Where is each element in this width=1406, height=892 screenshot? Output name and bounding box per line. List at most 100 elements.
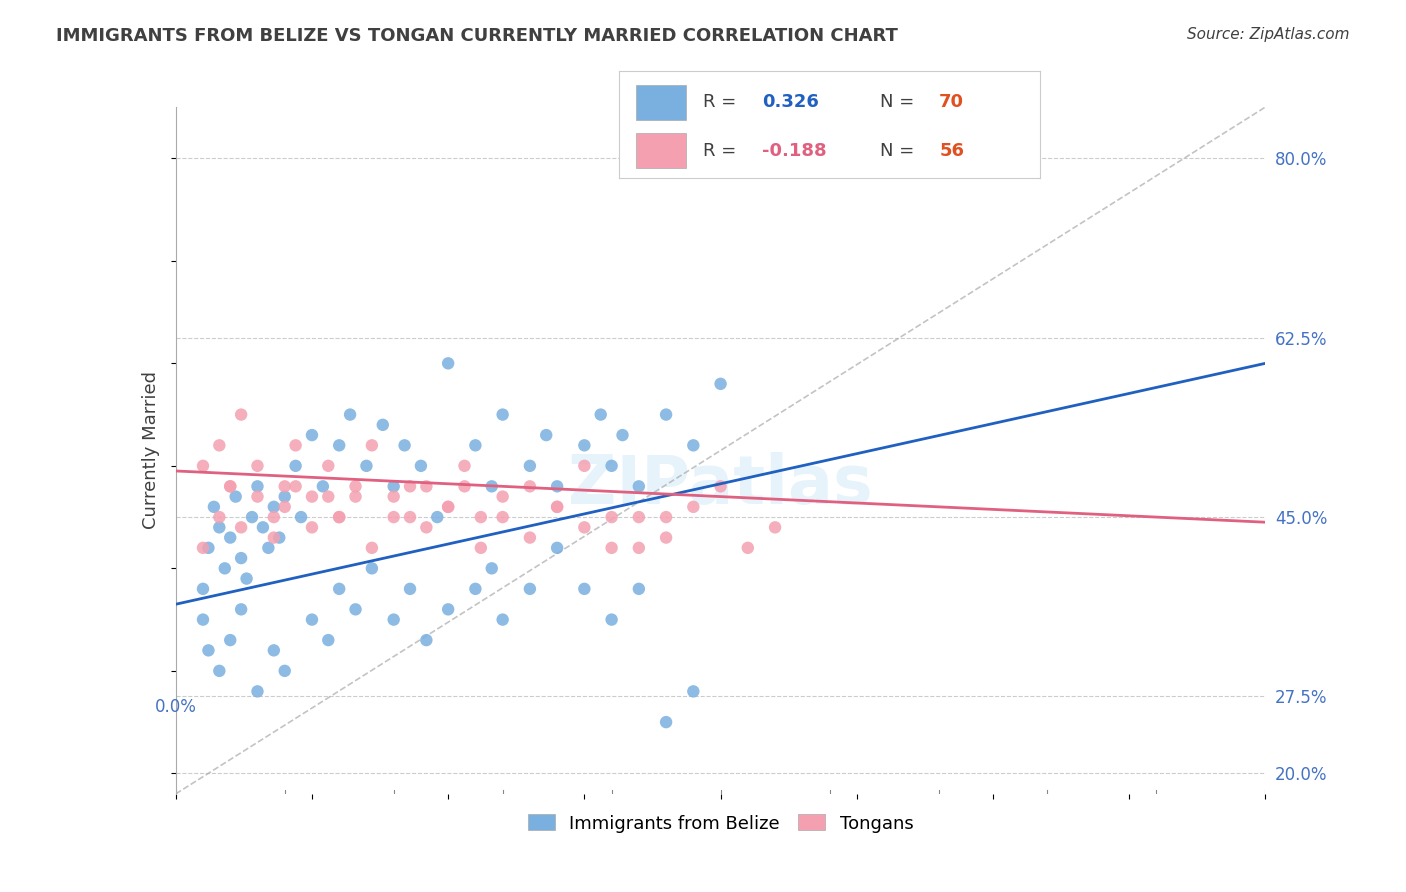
Point (208, 664, 231, 678)
Point (627, 541, 650, 555)
Text: R =: R = (703, 142, 742, 160)
Point (231, 551, 253, 566)
Point (453, 458, 475, 473)
Point (360, 561, 382, 575)
Point (263, 510, 285, 524)
Point (589, 408, 612, 422)
Point (682, 438, 704, 452)
Text: N =: N = (880, 142, 920, 160)
Point (437, 500, 460, 514)
Point (394, 438, 416, 452)
Text: IMMIGRANTS FROM BELIZE VS TONGAN CURRENTLY MARRIED CORRELATION CHART: IMMIGRANTS FROM BELIZE VS TONGAN CURRENT… (56, 27, 898, 45)
Point (437, 356, 460, 370)
Point (191, 541, 214, 555)
Point (219, 479, 242, 493)
Point (263, 500, 285, 514)
Point (682, 684, 704, 698)
Point (627, 510, 650, 524)
Point (344, 602, 367, 616)
Point (356, 458, 378, 473)
Point (301, 613, 323, 627)
Point (225, 490, 247, 504)
Point (290, 510, 312, 524)
Point (453, 479, 475, 493)
Point (627, 582, 650, 596)
Point (191, 582, 214, 596)
Point (344, 479, 367, 493)
Point (208, 510, 231, 524)
Point (655, 531, 678, 545)
Point (284, 438, 307, 452)
Point (437, 602, 460, 616)
Point (470, 510, 492, 524)
Point (519, 582, 541, 596)
Point (214, 561, 236, 575)
Point (682, 500, 704, 514)
Point (231, 520, 253, 534)
Point (235, 572, 257, 586)
Text: 0.0%: 0.0% (155, 698, 197, 715)
Point (301, 428, 323, 442)
Point (492, 490, 515, 504)
Point (274, 664, 297, 678)
Point (318, 633, 340, 648)
Point (284, 458, 307, 473)
Legend: Immigrants from Belize, Tongans: Immigrants from Belize, Tongans (520, 807, 921, 839)
Point (263, 531, 285, 545)
Point (574, 438, 596, 452)
Point (191, 458, 214, 473)
Point (737, 541, 759, 555)
Point (600, 458, 623, 473)
Point (519, 479, 541, 493)
Point (470, 541, 492, 555)
Point (627, 479, 650, 493)
Point (399, 582, 422, 596)
Point (382, 479, 405, 493)
Point (231, 408, 253, 422)
Point (328, 438, 350, 452)
Point (655, 408, 678, 422)
Text: 0.326: 0.326 (762, 94, 818, 112)
Point (600, 613, 623, 627)
Text: ZIPatlas: ZIPatlas (568, 452, 873, 517)
Point (257, 541, 280, 555)
Text: N =: N = (880, 94, 920, 112)
Point (284, 479, 307, 493)
Point (612, 428, 634, 442)
Point (574, 582, 596, 596)
Point (197, 643, 219, 657)
Point (399, 510, 422, 524)
Point (328, 582, 350, 596)
Text: -0.188: -0.188 (762, 142, 827, 160)
Point (655, 510, 678, 524)
Text: R =: R = (703, 94, 742, 112)
Text: Source: ZipAtlas.com: Source: ZipAtlas.com (1187, 27, 1350, 42)
Point (371, 417, 394, 432)
Point (219, 633, 242, 648)
Point (202, 500, 225, 514)
Point (274, 490, 297, 504)
Point (339, 408, 361, 422)
Point (231, 602, 253, 616)
Point (274, 479, 297, 493)
Point (240, 510, 263, 524)
Point (426, 510, 449, 524)
Point (274, 500, 297, 514)
Point (415, 633, 437, 648)
Point (519, 458, 541, 473)
Point (328, 510, 350, 524)
Point (252, 520, 274, 534)
Point (546, 500, 568, 514)
Point (312, 479, 335, 493)
Point (600, 510, 623, 524)
Point (481, 479, 503, 493)
Point (600, 541, 623, 555)
Point (534, 428, 557, 442)
Point (546, 479, 568, 493)
Point (710, 376, 733, 391)
Point (360, 541, 382, 555)
Point (382, 510, 405, 524)
Point (318, 458, 340, 473)
Point (382, 613, 405, 627)
Point (344, 490, 367, 504)
